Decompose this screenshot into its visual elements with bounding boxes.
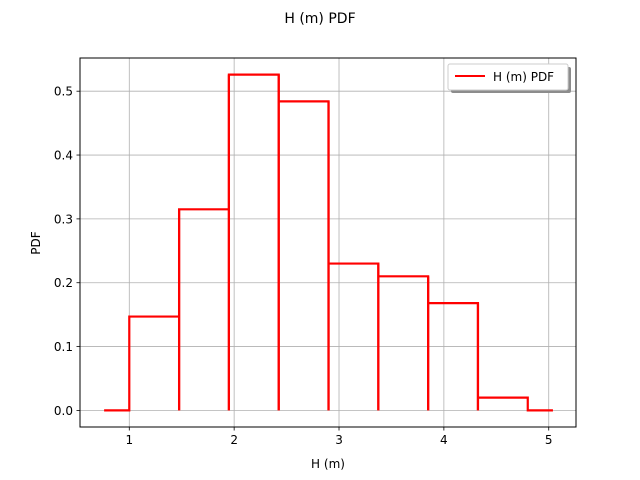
x-tick-label: 4 [440, 433, 448, 447]
series-layer [104, 73, 553, 412]
y-tick-label: 0.2 [54, 276, 73, 290]
x-axis-label: H (m) [311, 457, 345, 471]
y-tick-label: 0.5 [54, 85, 73, 99]
chart-title: H (m) PDF [284, 11, 355, 27]
x-tick-label: 2 [230, 433, 238, 447]
legend: H (m) PDF [447, 63, 571, 93]
x-tick-label: 1 [125, 433, 133, 447]
y-axis-label: PDF [29, 231, 43, 254]
legend-label: H (m) PDF [493, 70, 554, 84]
y-tick-label: 0.0 [54, 404, 73, 418]
plot-frame [79, 57, 577, 428]
y-tick-label: 0.3 [54, 212, 73, 226]
x-tick-label: 3 [335, 433, 343, 447]
x-tick-label: 5 [545, 433, 553, 447]
tick-layer: 1 2 3 4 5 0.0 0.1 0.2 0.3 0.4 0.5 [54, 85, 553, 447]
y-tick-label: 0.4 [54, 149, 73, 163]
legend-box [447, 63, 569, 91]
y-tick-label: 0.1 [54, 340, 73, 354]
